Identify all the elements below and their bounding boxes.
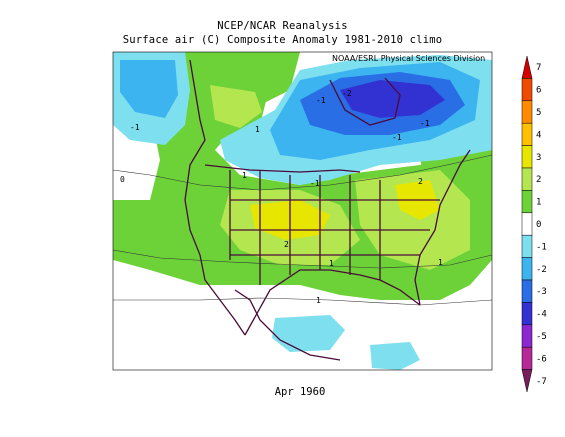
anomaly-region-cyan-mexico: [272, 315, 345, 352]
colorbar-label: -4: [536, 310, 547, 320]
hudson-bay: [329, 77, 401, 126]
anomaly-region-cyan-caribbean: [370, 342, 420, 370]
contour-label: 1: [255, 125, 260, 134]
coastline-east: [414, 149, 471, 306]
contour-label: 1: [242, 171, 247, 180]
anomaly-region-yellowgreen-east: [355, 170, 470, 270]
colorbar-swatch: [521, 145, 533, 169]
colorbar-swatch: [521, 346, 533, 370]
contour-label: 1: [329, 259, 334, 268]
coastline-west: [184, 59, 246, 336]
colorbar-swatch: [521, 302, 533, 326]
colorbar-label: 2: [536, 175, 541, 185]
colorbar-swatch: [521, 78, 533, 102]
colorbar-label: -7: [536, 377, 547, 387]
contour-label-layer: -1 -1 -1 -1 -2 1 1 -1 0 2 1 1 2 1: [120, 89, 443, 305]
contour-label: -1: [392, 133, 402, 142]
colorbar-swatch: [521, 279, 533, 303]
colorbar-swatch: [521, 369, 533, 393]
anomaly-region-darkblue-canada: [340, 80, 445, 118]
title-line-2: Surface air (C) Composite Anomaly 1981-2…: [122, 34, 443, 46]
anomaly-region-lightblue-nw: [120, 60, 178, 118]
contour-label: 0: [120, 175, 125, 184]
credit-label: NOAA/ESRL Physical Sciences Division: [332, 54, 486, 63]
colorbar: 7 6 5 4 3 2 1 0 -1 -2 -3 -4 -5 -6 -7: [521, 55, 547, 393]
map-fill-layer: [113, 52, 492, 370]
colorbar-label: -2: [536, 265, 547, 275]
colorbar-swatch: [521, 100, 533, 124]
colorbar-swatch: [521, 234, 533, 258]
contour-label: 2: [418, 177, 423, 186]
contour-lines: [113, 154, 492, 306]
colorbar-label: 1: [536, 198, 541, 208]
coastline-gulf: [244, 269, 421, 336]
colorbar-label: -3: [536, 287, 547, 297]
contour-label: 1: [316, 296, 321, 305]
colorbar-swatch: [521, 324, 533, 348]
colorbar-swatch: [521, 257, 533, 281]
colorbar-label: 3: [536, 153, 541, 163]
title-line-1: NCEP/NCAR Reanalysis: [217, 20, 348, 32]
boundary-lines: [184, 59, 471, 361]
contour-label: 2: [284, 240, 289, 249]
colorbar-label: -5: [536, 332, 547, 342]
colorbar-label: 5: [536, 108, 541, 118]
colorbar-label: 0: [536, 220, 541, 230]
date-label: Apr 1960: [274, 386, 326, 398]
colorbar-swatch: [521, 55, 533, 79]
contour-label: -1: [130, 123, 140, 132]
anomaly-region-yellowgreen-west: [210, 85, 262, 128]
colorbar-swatch: [521, 190, 533, 214]
contour-label: -1: [316, 96, 326, 105]
map-frame: [112, 51, 493, 371]
colorbar-label: 4: [536, 130, 541, 140]
colorbar-label: 6: [536, 86, 541, 96]
state-lines: [229, 170, 440, 285]
colorbar-swatch: [521, 167, 533, 191]
contour-label: -2: [342, 89, 352, 98]
border-us-canada: [204, 164, 361, 173]
colorbar-label: 7: [536, 63, 541, 73]
contour-label: -1: [420, 119, 430, 128]
contour-label: 1: [438, 258, 443, 267]
colorbar-swatch: [521, 122, 533, 146]
colorbar-swatch: [521, 212, 533, 236]
contour-label: -1: [310, 179, 320, 188]
colorbar-label: -6: [536, 354, 547, 364]
colorbar-label: -1: [536, 242, 547, 252]
